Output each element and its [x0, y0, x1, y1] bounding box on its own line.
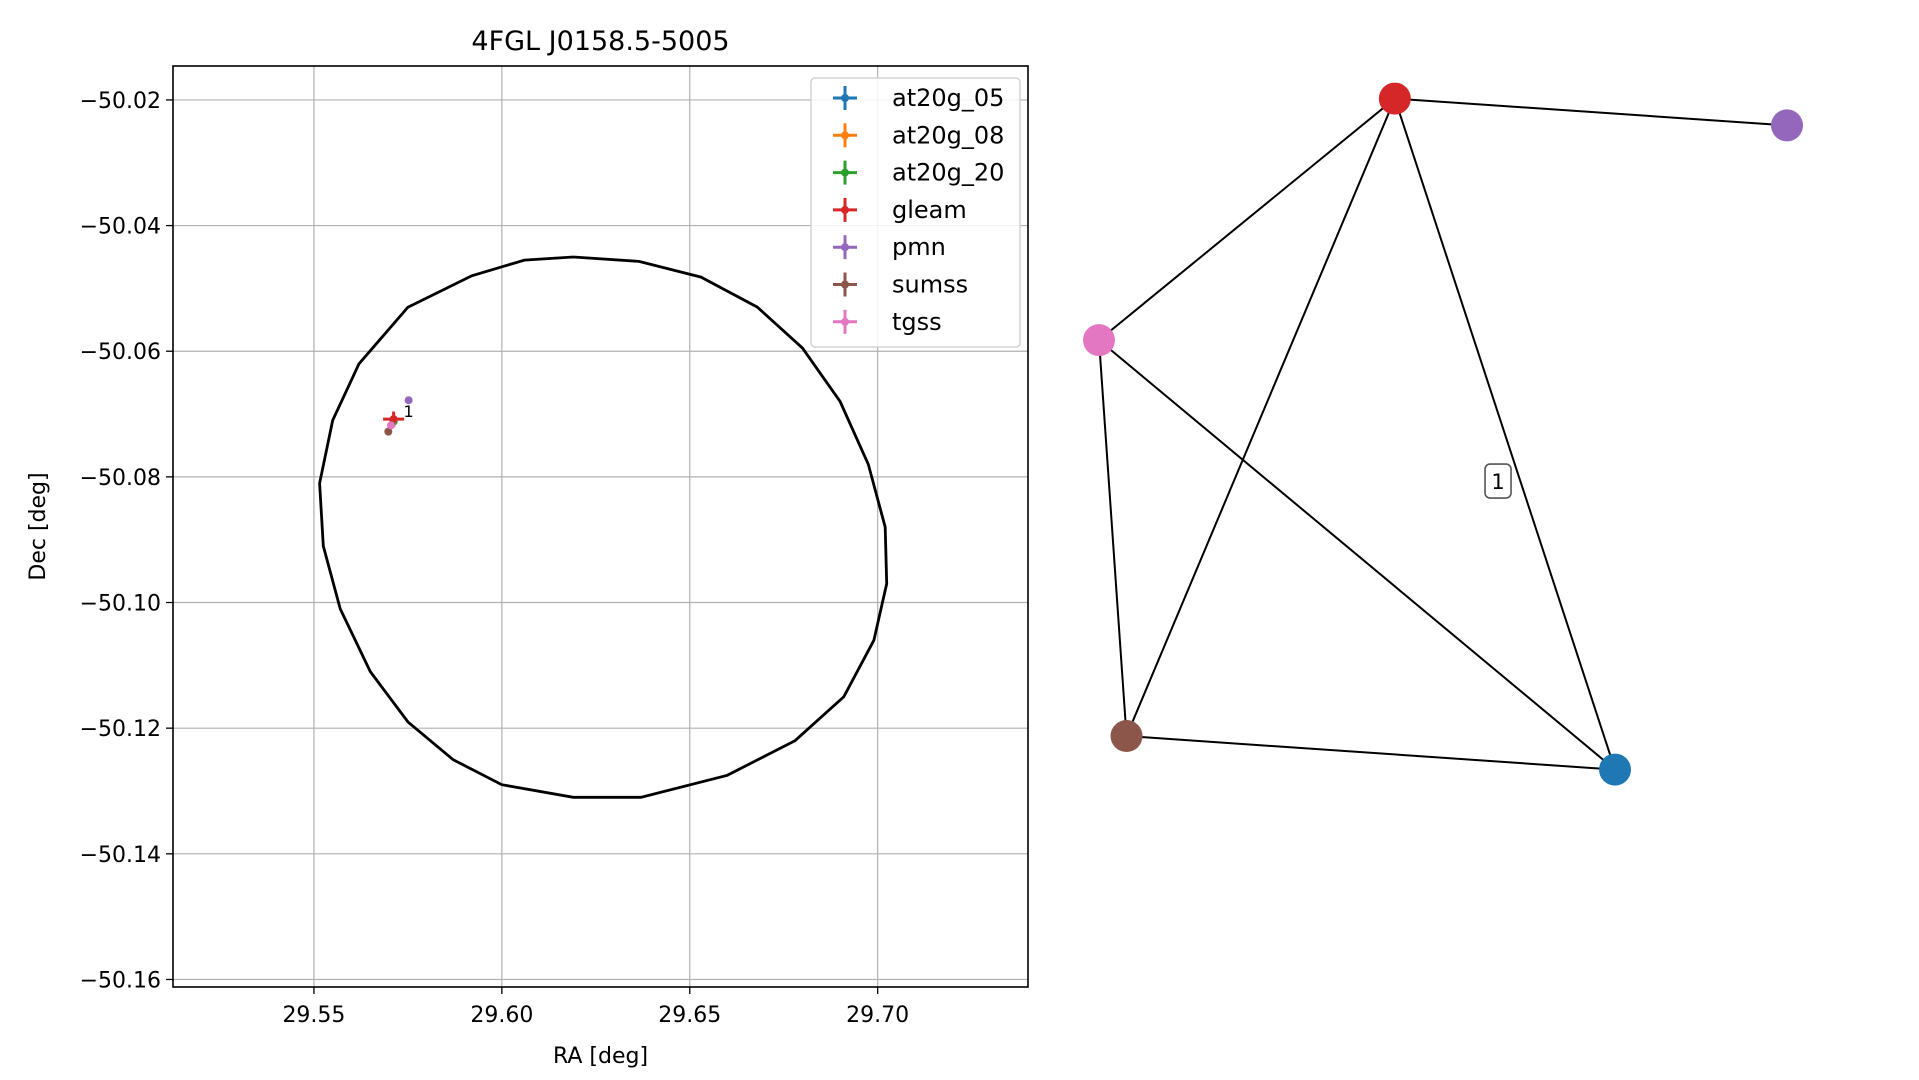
legend-label: at20g_05: [892, 84, 1004, 112]
legend-swatch-marker: [841, 280, 849, 289]
point-marker: [389, 415, 398, 424]
source-network-graph: 1: [1083, 82, 1803, 786]
legend-swatch-marker: [841, 131, 849, 140]
legend-swatch-marker: [841, 243, 849, 252]
grid: [173, 66, 1028, 987]
legend-entry-tgss: tgss: [833, 308, 942, 336]
y-tick-label: −50.14: [80, 843, 161, 868]
legend-label: sumss: [892, 271, 968, 299]
point-marker: [384, 427, 393, 436]
edge-gleam-sumss: [1125, 98, 1396, 737]
y-axis-label: Dec [deg]: [26, 472, 51, 580]
edge-tgss-sumss: [1098, 340, 1128, 737]
legend-label: gleam: [892, 196, 967, 224]
x-tick-label: 29.55: [282, 1003, 345, 1028]
y-tick-label: −50.06: [80, 340, 161, 365]
annotations: 1: [404, 402, 414, 421]
point-marker: [386, 421, 395, 430]
network-nodes: [1083, 82, 1803, 786]
point-annotation: 1: [404, 402, 414, 421]
legend-entry-gleam: gleam: [833, 196, 967, 224]
legend-entry-sumss: sumss: [833, 271, 968, 299]
x-tick-label: 29.65: [658, 1003, 721, 1028]
edge-label: 1: [1484, 463, 1512, 499]
y-tick-label: −50.16: [80, 968, 161, 993]
legend-entry-at20g_20: at20g_20: [833, 159, 1004, 187]
y-axis-ticks: −50.02 −50.04 −50.06 −50.08 −50.10 −50.12 −50.…: [80, 89, 173, 993]
x-tick-label: 29.60: [470, 1003, 533, 1028]
point-sumss: [384, 427, 393, 436]
edge-gleam-at20g_05: [1393, 98, 1616, 770]
legend-swatch-marker: [841, 205, 849, 214]
edge-gleam-pmn: [1394, 97, 1788, 127]
x-axis-ticks: 29.55 29.60 29.65 29.70: [282, 987, 909, 1028]
sky-position-chart: 29.55 29.60 29.65 29.70 −50.02−50.04−50.06−…: [26, 26, 1029, 1069]
legend-swatch-marker: [841, 94, 849, 102]
source-points: [383, 396, 413, 436]
edge-gleam-tgss: [1098, 97, 1396, 341]
node-at20g_05: [1599, 753, 1631, 786]
x-tick-label: 29.70: [846, 1003, 909, 1028]
legend-swatch-marker: [841, 317, 849, 326]
node-pmn: [1771, 109, 1803, 142]
network-annotations: 1: [1484, 463, 1512, 499]
y-tick-label: −50.08: [80, 466, 161, 491]
edge-tgss-at20g_05: [1098, 339, 1616, 771]
x-axis-label: RA [deg]: [553, 1044, 648, 1069]
legend-entry-at20g_08: at20g_08: [833, 121, 1004, 149]
node-sumss: [1110, 720, 1143, 753]
legend-entry-pmn: pmn: [833, 233, 946, 261]
legend-swatch-marker: [841, 168, 849, 177]
plot-frame: [172, 65, 1029, 988]
y-tick-label: −50.12: [80, 717, 161, 742]
ellipse-outline: [318, 255, 889, 799]
point-pmn: [404, 396, 413, 405]
edge-label-box: [1484, 463, 1512, 499]
edge-label-text: 1: [1491, 470, 1504, 494]
y-tick-label: −50.04: [80, 215, 161, 240]
legend-label: at20g_20: [892, 159, 1004, 187]
legend-entry-at20g_05: at20g_05: [833, 84, 1004, 112]
legend-label: pmn: [892, 233, 946, 261]
y-tick-label: −50.10: [80, 592, 161, 617]
y-tick-label: −50.02: [80, 89, 161, 114]
legend-label: at20g_08: [892, 121, 1004, 149]
point-tgss: [386, 421, 395, 430]
localization-ellipse: [318, 255, 889, 799]
point-marker: [404, 396, 413, 405]
edge-sumss-at20g_05: [1126, 735, 1616, 771]
legend-label: tgss: [892, 308, 942, 336]
chart-title: 4FGL J0158.5-5005: [471, 26, 729, 57]
node-tgss: [1083, 324, 1115, 357]
network-edges: [1098, 97, 1788, 771]
node-gleam: [1378, 82, 1411, 115]
legend-box: [810, 77, 1021, 348]
